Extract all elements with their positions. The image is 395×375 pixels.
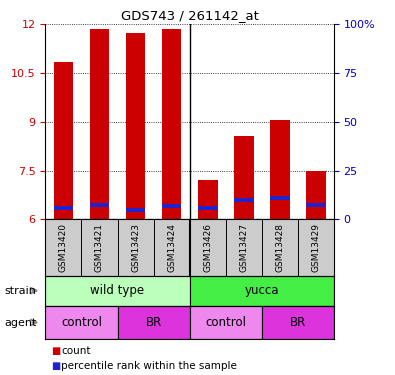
- Bar: [126, 207, 145, 212]
- Text: control: control: [205, 316, 246, 329]
- Bar: [162, 204, 181, 209]
- Bar: [234, 136, 254, 219]
- Text: wild type: wild type: [90, 284, 145, 297]
- Bar: [90, 202, 109, 207]
- Text: count: count: [61, 346, 91, 356]
- Bar: [45, 306, 118, 339]
- Text: GSM13421: GSM13421: [95, 223, 104, 272]
- Text: ■: ■: [51, 361, 60, 370]
- Text: GSM13428: GSM13428: [275, 223, 284, 272]
- Bar: [54, 62, 73, 219]
- Text: yucca: yucca: [245, 284, 279, 297]
- Text: strain: strain: [5, 286, 37, 296]
- Text: ■: ■: [51, 346, 60, 356]
- Bar: [118, 306, 190, 339]
- Bar: [90, 29, 109, 219]
- Bar: [306, 202, 325, 207]
- Bar: [198, 180, 218, 219]
- Bar: [270, 120, 290, 219]
- Bar: [270, 196, 290, 200]
- Bar: [306, 171, 325, 219]
- Text: control: control: [61, 316, 102, 329]
- Text: percentile rank within the sample: percentile rank within the sample: [61, 361, 237, 370]
- Text: GSM13420: GSM13420: [59, 223, 68, 272]
- Text: BR: BR: [290, 316, 306, 329]
- Bar: [126, 33, 145, 219]
- Text: GSM13424: GSM13424: [167, 223, 176, 272]
- Text: GSM13427: GSM13427: [239, 223, 248, 272]
- Text: GDS743 / 261142_at: GDS743 / 261142_at: [120, 9, 259, 22]
- Text: agent: agent: [5, 318, 37, 327]
- Bar: [198, 206, 218, 210]
- Bar: [261, 306, 334, 339]
- Bar: [190, 276, 334, 306]
- Text: BR: BR: [145, 316, 162, 329]
- Text: GSM13426: GSM13426: [203, 223, 212, 272]
- Bar: [54, 206, 73, 210]
- Bar: [162, 29, 181, 219]
- Text: GSM13423: GSM13423: [131, 223, 140, 272]
- Text: GSM13429: GSM13429: [311, 223, 320, 272]
- Bar: [190, 306, 261, 339]
- Bar: [234, 198, 254, 202]
- Bar: [45, 276, 190, 306]
